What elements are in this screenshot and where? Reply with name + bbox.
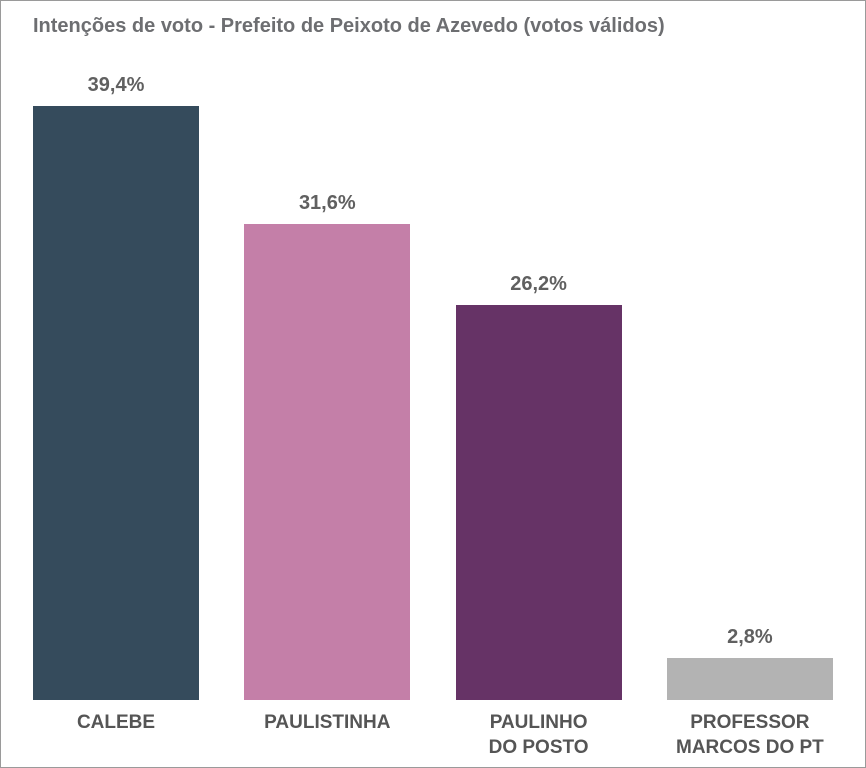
value-label: 31,6%	[298, 191, 356, 214]
bar	[33, 106, 199, 700]
chart-title: Intenções de voto - Prefeito de Peixoto …	[33, 15, 665, 37]
value-label: 2,8%	[727, 625, 773, 648]
bar	[666, 657, 833, 700]
value-label: 26,2%	[510, 273, 567, 295]
x-tick-label: CALEBE	[76, 712, 156, 733]
bar	[244, 223, 411, 700]
bar	[455, 305, 622, 700]
value-label: 39,4%	[87, 74, 145, 96]
x-tick-label: PAULINHO DO POSTO	[488, 712, 589, 758]
x-tick-label: PROFESSOR MARCOS DO PT	[676, 712, 824, 758]
x-tick-label: PAULISTINHA	[264, 712, 391, 733]
